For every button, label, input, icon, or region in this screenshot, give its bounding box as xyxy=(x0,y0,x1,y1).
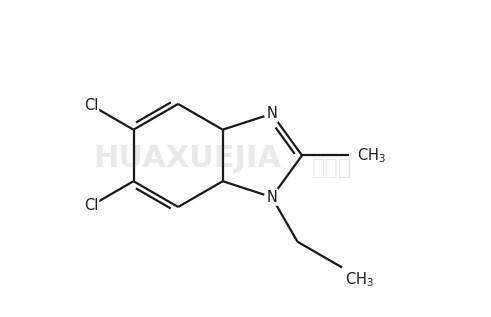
Text: Cl: Cl xyxy=(84,198,98,213)
Text: N: N xyxy=(266,190,277,205)
Text: CH$_3$: CH$_3$ xyxy=(356,146,385,165)
Text: Cl: Cl xyxy=(84,98,98,113)
Text: N: N xyxy=(266,106,277,121)
Text: 化学加: 化学加 xyxy=(312,158,353,178)
Text: HUAXUEJIA: HUAXUEJIA xyxy=(94,144,282,173)
Text: CH$_3$: CH$_3$ xyxy=(345,271,374,289)
